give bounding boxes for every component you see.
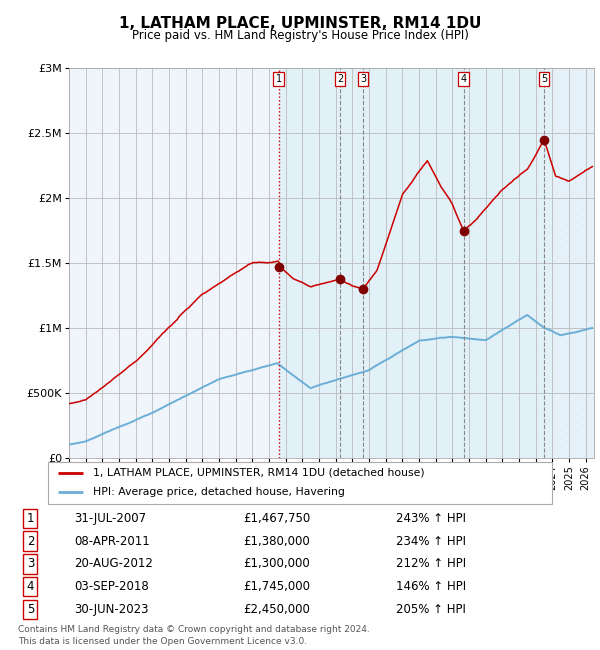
Text: 1, LATHAM PLACE, UPMINSTER, RM14 1DU: 1, LATHAM PLACE, UPMINSTER, RM14 1DU — [119, 16, 481, 31]
Text: 4: 4 — [460, 74, 467, 84]
Text: HPI: Average price, detached house, Havering: HPI: Average price, detached house, Have… — [94, 488, 345, 497]
Text: 03-SEP-2018: 03-SEP-2018 — [74, 580, 149, 593]
Text: 3: 3 — [360, 74, 366, 84]
Text: 146% ↑ HPI: 146% ↑ HPI — [396, 580, 466, 593]
Text: 5: 5 — [541, 74, 547, 84]
Text: This data is licensed under the Open Government Licence v3.0.: This data is licensed under the Open Gov… — [18, 637, 307, 646]
Text: 31-JUL-2007: 31-JUL-2007 — [74, 512, 146, 525]
Text: 1: 1 — [26, 512, 34, 525]
Text: £1,745,000: £1,745,000 — [244, 580, 311, 593]
Text: 1, LATHAM PLACE, UPMINSTER, RM14 1DU (detached house): 1, LATHAM PLACE, UPMINSTER, RM14 1DU (de… — [94, 468, 425, 478]
Text: 1: 1 — [275, 74, 282, 84]
Text: 2: 2 — [337, 74, 343, 84]
Text: 4: 4 — [26, 580, 34, 593]
Text: 3: 3 — [27, 558, 34, 571]
Text: 212% ↑ HPI: 212% ↑ HPI — [396, 558, 466, 571]
Text: £1,380,000: £1,380,000 — [244, 534, 310, 547]
Bar — [553, 68, 594, 458]
Text: 234% ↑ HPI: 234% ↑ HPI — [396, 534, 466, 547]
Text: 2: 2 — [26, 534, 34, 547]
Text: 30-JUN-2023: 30-JUN-2023 — [74, 603, 149, 616]
Text: 243% ↑ HPI: 243% ↑ HPI — [396, 512, 466, 525]
Text: £2,450,000: £2,450,000 — [244, 603, 310, 616]
Text: 20-AUG-2012: 20-AUG-2012 — [74, 558, 153, 571]
Text: 5: 5 — [27, 603, 34, 616]
Text: 08-APR-2011: 08-APR-2011 — [74, 534, 150, 547]
Text: £1,300,000: £1,300,000 — [244, 558, 310, 571]
Bar — [278, 68, 553, 458]
Text: £1,467,750: £1,467,750 — [244, 512, 311, 525]
Text: 205% ↑ HPI: 205% ↑ HPI — [396, 603, 466, 616]
Text: Contains HM Land Registry data © Crown copyright and database right 2024.: Contains HM Land Registry data © Crown c… — [18, 625, 370, 634]
Text: Price paid vs. HM Land Registry's House Price Index (HPI): Price paid vs. HM Land Registry's House … — [131, 29, 469, 42]
